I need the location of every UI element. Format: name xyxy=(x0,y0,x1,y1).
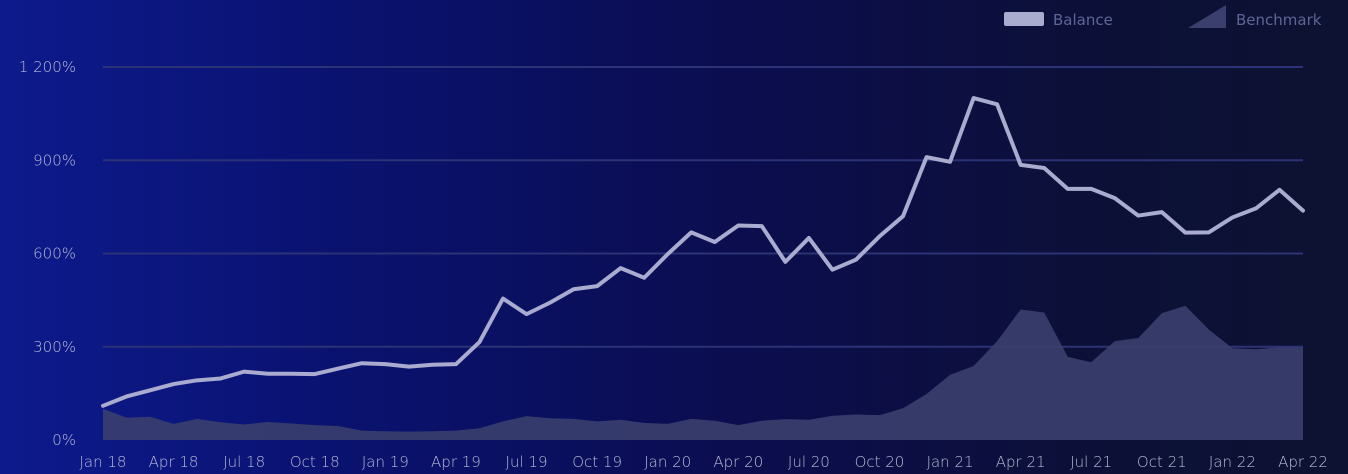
x-tick-label: Apr 21 xyxy=(996,453,1046,471)
x-tick-label: Jan 20 xyxy=(644,453,691,471)
x-axis: Jan 18 Apr 18 Jul 18 Oct 18 Jan 19 Apr 19 Jul … xyxy=(80,453,1328,471)
x-tick-label: Jul 21 xyxy=(1070,453,1112,471)
x-tick-label: Jul 19 xyxy=(506,453,548,471)
x-tick-label: Oct 20 xyxy=(855,453,905,471)
x-tick-label: Jul 18 xyxy=(223,453,265,471)
legend: Balance Benchmark xyxy=(1004,5,1322,29)
x-tick-label: Jan 19 xyxy=(362,453,409,471)
legend-swatch-benchmark xyxy=(1188,5,1226,28)
legend-label-balance: Balance xyxy=(1053,11,1113,29)
y-tick-label: 600% xyxy=(33,245,76,263)
x-tick-label: Jan 18 xyxy=(80,453,127,471)
benchmark-area xyxy=(103,305,1303,440)
y-tick-label: 900% xyxy=(33,151,76,169)
x-tick-label: Jul 20 xyxy=(788,453,830,471)
x-tick-label: Oct 18 xyxy=(290,453,340,471)
y-tick-label: 0% xyxy=(52,431,76,449)
y-tick-label: 1 200% xyxy=(19,58,76,76)
x-tick-label: Jan 21 xyxy=(927,453,974,471)
x-tick-label: Apr 19 xyxy=(431,453,481,471)
legend-item-benchmark[interactable]: Benchmark xyxy=(1188,5,1322,29)
x-tick-label: Apr 22 xyxy=(1278,453,1328,471)
legend-label-benchmark: Benchmark xyxy=(1236,11,1322,29)
grid-lines xyxy=(103,66,1303,348)
x-tick-label: Apr 18 xyxy=(149,453,199,471)
x-tick-label: Apr 20 xyxy=(713,453,763,471)
legend-item-balance[interactable]: Balance xyxy=(1004,11,1113,29)
balance-line xyxy=(101,96,1305,408)
y-axis: 0% 300% 600% 900% 1 200% xyxy=(19,58,76,449)
x-tick-label: Oct 21 xyxy=(1137,453,1187,471)
legend-swatch-balance xyxy=(1004,12,1044,26)
series-layer xyxy=(101,96,1305,440)
y-tick-label: 300% xyxy=(33,338,76,356)
x-tick-label: Jan 22 xyxy=(1209,453,1256,471)
x-tick-label: Oct 19 xyxy=(572,453,622,471)
